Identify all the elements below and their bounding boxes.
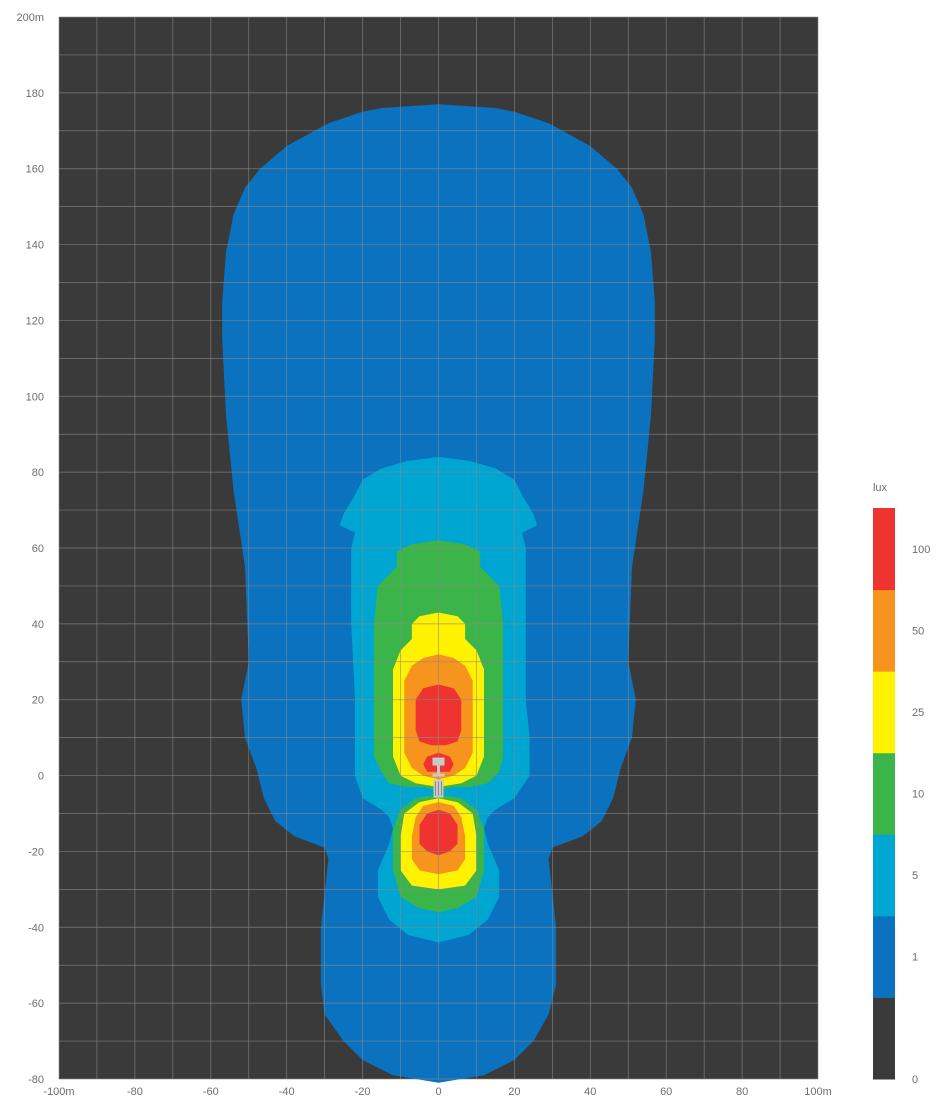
- y-tick-label: 60: [32, 543, 44, 555]
- y-axis-tick-labels: 200m 180 160 140 120 100 80 60 40 20 0 -20 -40 -60 -80: [16, 12, 44, 1086]
- legend-band: [873, 508, 895, 591]
- luminaire-head: [432, 757, 445, 766]
- x-tick-label: -40: [279, 1086, 295, 1098]
- x-tick-label: 20: [508, 1086, 520, 1098]
- legend-tick-label: 25: [912, 707, 924, 719]
- legend-title: lux: [873, 482, 888, 494]
- legend-tick-label: 10: [912, 789, 924, 801]
- x-tick-label: -80: [127, 1086, 143, 1098]
- x-tick-label: -100m: [43, 1086, 74, 1098]
- y-tick-label: 120: [26, 315, 44, 327]
- y-tick-label: 40: [32, 619, 44, 631]
- y-tick-label: 180: [26, 88, 44, 100]
- legend-band: [873, 997, 895, 1080]
- legend-tick-label: 50: [912, 625, 924, 637]
- x-tick-label: 100m: [804, 1086, 832, 1098]
- y-tick-label: -40: [28, 922, 44, 934]
- legend-band: [873, 834, 895, 917]
- x-tick-label: 0: [435, 1086, 441, 1098]
- x-tick-label: -60: [203, 1086, 219, 1098]
- legend: lux 0 1 5 10 25 50 100: [873, 482, 930, 1086]
- luminaire-stem: [437, 765, 440, 774]
- y-tick-label: 160: [26, 164, 44, 176]
- y-tick-label: 140: [26, 240, 44, 252]
- luminaire-arm: [432, 773, 445, 777]
- x-tick-label: 40: [584, 1086, 596, 1098]
- x-tick-label: 80: [736, 1086, 748, 1098]
- y-tick-label: 100: [26, 391, 44, 403]
- x-tick-label: -20: [355, 1086, 371, 1098]
- legend-band: [873, 915, 895, 998]
- legend-tick-label: 100: [912, 544, 930, 556]
- luminaire-icon: [432, 757, 445, 798]
- y-tick-label: -60: [28, 998, 44, 1010]
- y-tick-label: 0: [38, 771, 44, 783]
- legend-tick-label: 1: [912, 952, 918, 964]
- grid-lines: [58, 16, 819, 1080]
- y-tick-label: 200m: [16, 12, 44, 24]
- y-tick-label: -20: [28, 846, 44, 858]
- y-tick-label: 80: [32, 467, 44, 479]
- y-tick-label: -80: [28, 1074, 44, 1086]
- y-tick-label: 20: [32, 695, 44, 707]
- x-tick-label: 60: [660, 1086, 672, 1098]
- legend-band: [873, 752, 895, 835]
- legend-band: [873, 589, 895, 672]
- legend-tick-label: 5: [912, 870, 918, 882]
- legend-tick-label: 0: [912, 1074, 918, 1086]
- x-axis-tick-labels: -100m -80 -60 -40 -20 0 20 40 60 80 100m: [43, 1086, 831, 1098]
- legend-band: [873, 671, 895, 754]
